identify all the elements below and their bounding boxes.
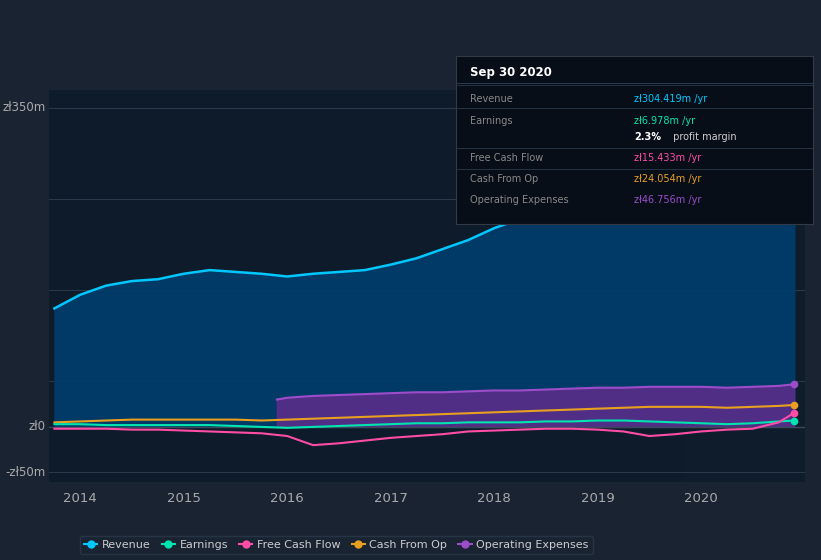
Text: Free Cash Flow: Free Cash Flow [470,153,544,162]
Text: Operating Expenses: Operating Expenses [470,195,569,204]
Text: zł46.756m /yr: zł46.756m /yr [635,195,702,204]
Text: -zł50m: -zł50m [5,466,45,479]
Text: zł350m: zł350m [2,101,45,114]
Text: 2.3%: 2.3% [635,133,661,142]
Text: zł0: zł0 [29,421,45,433]
Text: Revenue: Revenue [470,94,512,104]
Legend: Revenue, Earnings, Free Cash Flow, Cash From Op, Operating Expenses: Revenue, Earnings, Free Cash Flow, Cash … [80,535,593,554]
Text: Sep 30 2020: Sep 30 2020 [470,66,552,79]
Bar [686,90,815,482]
Text: zł15.433m /yr: zł15.433m /yr [635,153,701,162]
Text: profit margin: profit margin [670,133,736,142]
Text: Earnings: Earnings [470,116,512,125]
Text: Cash From Op: Cash From Op [470,174,539,184]
Text: zł24.054m /yr: zł24.054m /yr [635,174,702,184]
Text: zł6.978m /yr: zł6.978m /yr [635,116,695,125]
Text: zł304.419m /yr: zł304.419m /yr [635,94,708,104]
